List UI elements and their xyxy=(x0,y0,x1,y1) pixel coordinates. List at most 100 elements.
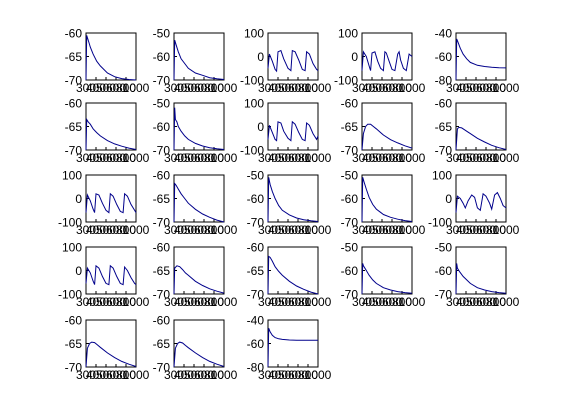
x-tick-label: 500 xyxy=(372,295,392,309)
x-tick-label: 800 xyxy=(486,223,506,237)
x-tick-label: 800 xyxy=(298,151,318,165)
y-tick-label: -60 xyxy=(435,264,453,278)
x-tick-label: 300 xyxy=(446,223,466,237)
x-tick-label: 300 xyxy=(76,295,96,309)
y-tick-label: -60 xyxy=(341,192,359,206)
x-tick-label: 600 xyxy=(288,81,308,95)
x-tick-label: 800 xyxy=(204,81,224,95)
x-tick-label: 400 xyxy=(456,81,476,95)
x-tick-label: 1000 xyxy=(305,151,332,165)
x-tick-label: 500 xyxy=(184,151,204,165)
axes-box xyxy=(173,102,225,151)
x-tick-label: 400 xyxy=(456,223,476,237)
x-tick-label: 400 xyxy=(362,81,382,95)
series-line xyxy=(173,265,225,295)
x-tick-label: 600 xyxy=(194,223,214,237)
x-tick-label: 1000 xyxy=(305,223,332,237)
y-tick-label: -60 xyxy=(65,27,83,41)
y-tick-label: -40 xyxy=(247,314,265,328)
x-tick-label: 300 xyxy=(352,151,372,165)
x-tick-label: 1000 xyxy=(123,368,150,382)
series-line xyxy=(85,264,137,286)
x-tick-label: 800 xyxy=(204,223,224,237)
series-line xyxy=(455,126,507,151)
y-tick-label: 100 xyxy=(244,97,264,111)
series-line xyxy=(85,35,137,81)
y-tick-label: -70 xyxy=(247,216,265,230)
x-tick-label: 400 xyxy=(268,223,288,237)
y-tick-label: -60 xyxy=(153,169,171,183)
y-tick-label: -60 xyxy=(435,50,453,64)
y-tick-label: 0 xyxy=(75,192,82,206)
x-tick-label: 1000 xyxy=(399,223,426,237)
x-tick-label: 300 xyxy=(352,295,372,309)
y-tick-label: -70 xyxy=(153,144,171,158)
x-tick-label: 1000 xyxy=(211,223,238,237)
y-tick-label: -40 xyxy=(435,27,453,41)
y-tick-label: 0 xyxy=(351,50,358,64)
x-tick-label: 800 xyxy=(392,223,412,237)
x-tick-label: 400 xyxy=(174,81,194,95)
x-tick-label: 300 xyxy=(258,223,278,237)
y-tick-label: 0 xyxy=(257,120,264,134)
x-tick-label: 800 xyxy=(298,368,318,382)
x-tick-label: 400 xyxy=(268,295,288,309)
y-tick-label: -60 xyxy=(247,192,265,206)
x-tick-label: 800 xyxy=(204,295,224,309)
x-tick-label: 400 xyxy=(86,81,106,95)
y-tick-label: 0 xyxy=(257,50,264,64)
x-tick-label: 600 xyxy=(106,295,126,309)
axes-box xyxy=(455,32,507,81)
x-tick-label: 500 xyxy=(466,81,486,95)
x-tick-label: 400 xyxy=(456,151,476,165)
y-tick-label: 0 xyxy=(75,264,82,278)
series-line xyxy=(361,177,413,223)
series-line xyxy=(455,38,507,81)
y-tick-label: -50 xyxy=(153,27,171,41)
y-tick-label: -70 xyxy=(153,216,171,230)
y-tick-label: -50 xyxy=(341,169,359,183)
series-line xyxy=(267,177,319,223)
axes-box xyxy=(361,102,413,151)
y-tick-label: 100 xyxy=(244,27,264,41)
series-line xyxy=(85,341,137,368)
y-tick-label: -70 xyxy=(435,144,453,158)
y-tick-label: -50 xyxy=(341,241,359,255)
y-tick-label: -60 xyxy=(65,314,83,328)
x-tick-label: 400 xyxy=(268,81,288,95)
x-tick-label: 300 xyxy=(164,81,184,95)
x-tick-label: 800 xyxy=(298,81,318,95)
x-tick-label: 300 xyxy=(76,223,96,237)
x-tick-label: 400 xyxy=(86,295,106,309)
axes-box xyxy=(85,319,137,368)
y-tick-label: -70 xyxy=(65,74,83,88)
axes-box xyxy=(361,32,413,81)
y-tick-label: 100 xyxy=(62,241,82,255)
x-tick-label: 1000 xyxy=(305,368,332,382)
series-line xyxy=(361,50,413,72)
y-tick-label: -65 xyxy=(65,337,83,351)
y-tick-label: -60 xyxy=(153,314,171,328)
x-tick-label: 800 xyxy=(116,223,136,237)
x-tick-label: 300 xyxy=(446,81,466,95)
x-tick-label: 800 xyxy=(486,151,506,165)
x-tick-label: 800 xyxy=(392,295,412,309)
y-tick-label: -70 xyxy=(65,144,83,158)
x-tick-label: 600 xyxy=(382,81,402,95)
axes-box xyxy=(85,32,137,81)
x-tick-label: 300 xyxy=(164,151,184,165)
series-line xyxy=(455,263,507,295)
x-tick-label: 500 xyxy=(278,81,298,95)
x-tick-label: 1000 xyxy=(123,223,150,237)
x-tick-label: 500 xyxy=(466,295,486,309)
